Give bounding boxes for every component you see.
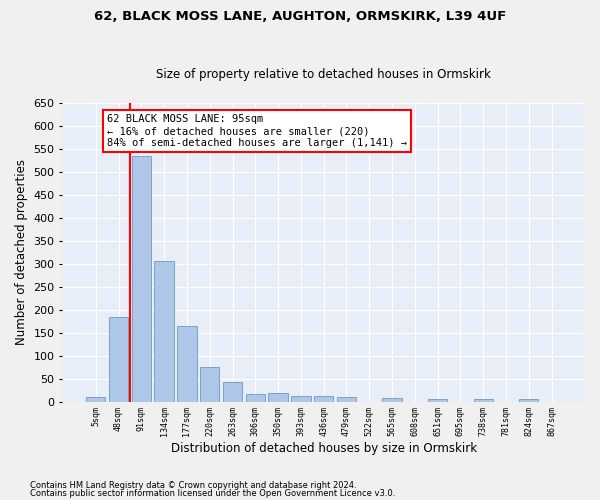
X-axis label: Distribution of detached houses by size in Ormskirk: Distribution of detached houses by size … <box>170 442 477 455</box>
Bar <box>382 398 402 402</box>
Text: Contains HM Land Registry data © Crown copyright and database right 2024.: Contains HM Land Registry data © Crown c… <box>30 481 356 490</box>
Bar <box>86 397 106 402</box>
Title: Size of property relative to detached houses in Ormskirk: Size of property relative to detached ho… <box>156 68 491 81</box>
Bar <box>109 316 128 402</box>
Bar <box>223 382 242 402</box>
Bar <box>314 396 334 402</box>
Bar <box>154 262 174 402</box>
Text: 62 BLACK MOSS LANE: 95sqm
← 16% of detached houses are smaller (220)
84% of semi: 62 BLACK MOSS LANE: 95sqm ← 16% of detac… <box>107 114 407 148</box>
Bar <box>131 156 151 402</box>
Bar <box>519 400 538 402</box>
Bar <box>268 393 288 402</box>
Bar <box>337 397 356 402</box>
Bar <box>245 394 265 402</box>
Text: 62, BLACK MOSS LANE, AUGHTON, ORMSKIRK, L39 4UF: 62, BLACK MOSS LANE, AUGHTON, ORMSKIRK, … <box>94 10 506 23</box>
Bar <box>291 396 311 402</box>
Bar <box>177 326 197 402</box>
Bar <box>200 367 220 402</box>
Text: Contains public sector information licensed under the Open Government Licence v3: Contains public sector information licen… <box>30 488 395 498</box>
Bar <box>428 400 447 402</box>
Bar <box>473 400 493 402</box>
Y-axis label: Number of detached properties: Number of detached properties <box>15 160 28 346</box>
